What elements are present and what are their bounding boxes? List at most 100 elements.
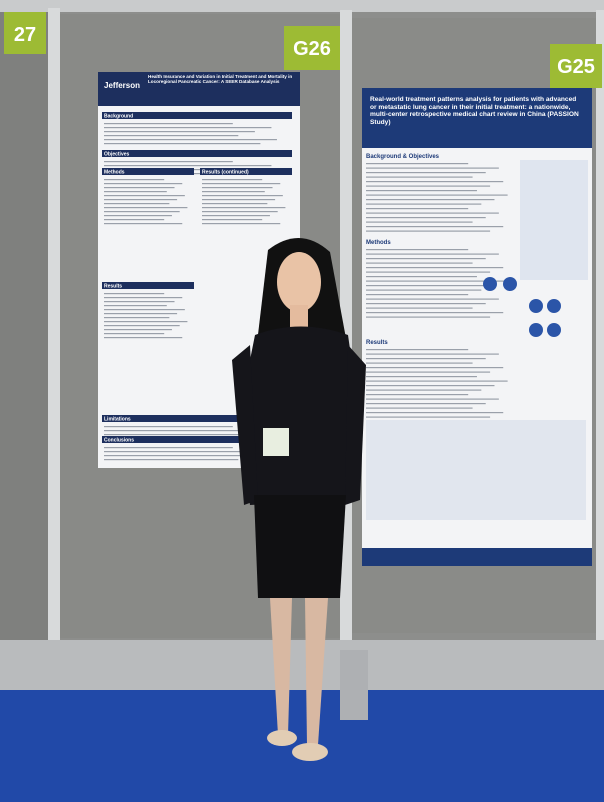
text-line — [104, 195, 185, 197]
text-line — [366, 181, 504, 183]
section-heading: Results — [104, 284, 122, 290]
booth-label: G25 — [557, 56, 595, 78]
person — [232, 237, 366, 761]
skirt — [254, 495, 346, 598]
text-line — [202, 195, 283, 197]
text-line — [366, 394, 469, 396]
text-line — [104, 203, 170, 205]
text-line — [202, 207, 286, 209]
text-line — [104, 333, 165, 335]
text-line — [366, 258, 486, 260]
text-line — [366, 389, 482, 391]
text-line — [104, 317, 170, 319]
text-line — [104, 211, 180, 213]
booth-label-box — [4, 12, 46, 54]
pie-icon — [483, 277, 497, 291]
badge — [263, 428, 289, 456]
text-line — [104, 329, 172, 331]
text-line — [366, 190, 477, 192]
text-line — [366, 349, 469, 351]
text-line — [366, 303, 486, 305]
text-line — [104, 219, 165, 221]
text-line — [104, 313, 178, 315]
text-line — [104, 207, 188, 209]
section-heading: Results — [366, 340, 388, 346]
text-line — [202, 199, 276, 201]
text-line — [366, 376, 477, 378]
text-line — [202, 183, 281, 185]
section-heading: Objectives — [104, 152, 130, 158]
text-line — [366, 226, 504, 228]
poster-footer — [362, 548, 592, 566]
text-line — [104, 191, 167, 193]
section-heading: Methods — [366, 240, 391, 246]
text-line — [366, 298, 499, 300]
text-line — [104, 179, 165, 181]
text-line — [104, 321, 188, 323]
frame-pole — [48, 8, 60, 698]
poster-body: Background & Objectives Methods Results — [366, 154, 588, 520]
text-line — [202, 179, 263, 181]
text-line — [104, 301, 175, 303]
institution: Jefferson — [104, 81, 140, 90]
text-line — [366, 380, 508, 382]
section-bar — [102, 415, 292, 422]
text-line — [104, 426, 233, 428]
text-line — [366, 271, 491, 273]
text-line — [202, 211, 278, 213]
text-line — [366, 208, 469, 210]
section-bar — [102, 150, 292, 157]
text-line — [104, 447, 233, 449]
text-line — [366, 353, 499, 355]
text-line — [366, 371, 491, 373]
text-line — [366, 398, 499, 400]
text-line — [104, 337, 183, 339]
text-line — [104, 459, 239, 461]
section-heading: Results (continued) — [202, 170, 249, 176]
text-line — [366, 176, 473, 178]
pie-icon — [529, 299, 543, 313]
text-line — [104, 305, 167, 307]
text-line — [366, 289, 482, 291]
section-heading: Background & Objectives — [366, 154, 440, 160]
text-line — [104, 451, 272, 453]
section-bar — [102, 112, 292, 119]
pie-icon — [503, 277, 517, 291]
text-line — [366, 262, 473, 264]
text-line — [366, 217, 486, 219]
text-line — [366, 312, 504, 314]
leg — [305, 598, 328, 745]
text-line — [104, 131, 255, 133]
text-line — [366, 203, 482, 205]
text-line — [366, 199, 495, 201]
text-line — [104, 187, 175, 189]
left-panel — [0, 12, 50, 642]
face — [277, 252, 321, 312]
booth-label: 27 — [14, 24, 36, 46]
section-bar — [200, 168, 292, 175]
poster-title-box: Health Insurance and Variation in Initia… — [148, 74, 293, 85]
text-line — [104, 183, 183, 185]
text-line — [202, 219, 263, 221]
text-line — [366, 230, 491, 232]
arm — [345, 345, 366, 505]
text-line — [104, 297, 183, 299]
text-line — [104, 434, 255, 436]
text-line — [366, 285, 495, 287]
section-heading: Methods — [104, 170, 125, 176]
text-line — [366, 416, 491, 418]
poster-header — [362, 88, 592, 148]
booth-label: G26 — [293, 38, 331, 60]
text-line — [366, 407, 473, 409]
text-line — [202, 215, 270, 217]
text-line — [366, 253, 499, 255]
text-line — [202, 223, 281, 225]
text-line — [104, 199, 178, 201]
poster-title: Health Insurance and Variation in Initia… — [148, 74, 293, 85]
section-bar — [102, 436, 292, 443]
section-heading: Limitations — [104, 417, 131, 423]
pie-icon — [547, 299, 561, 313]
frame-pole — [596, 10, 604, 650]
arm — [232, 345, 258, 505]
